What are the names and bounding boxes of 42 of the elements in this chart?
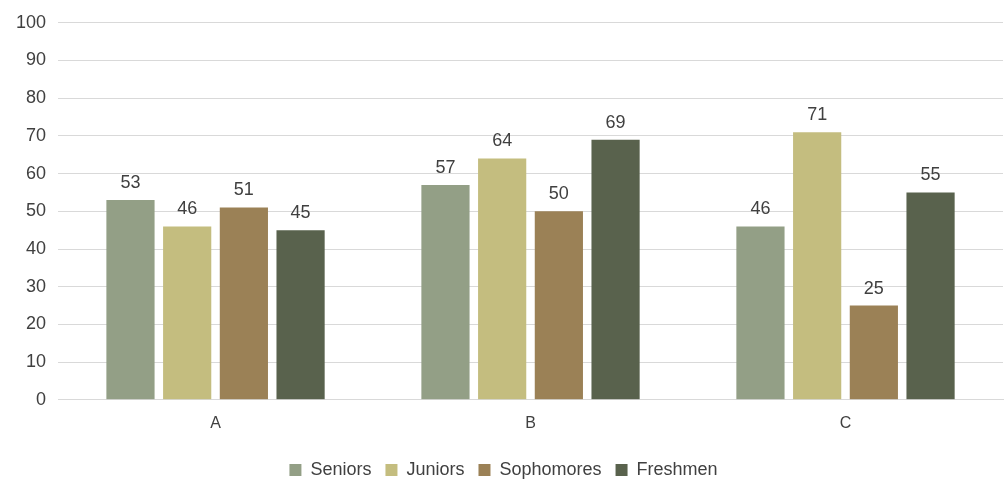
data-label: 51 — [233, 179, 254, 200]
y-tick-label: 50 — [26, 200, 47, 221]
y-tick-label: 10 — [26, 351, 47, 372]
bar — [219, 207, 268, 400]
legend-label: Sophomores — [499, 458, 602, 479]
bar — [793, 132, 842, 400]
bar — [421, 184, 470, 400]
legend-label: Freshmen — [636, 458, 718, 479]
data-label: 57 — [435, 156, 456, 177]
bar — [478, 158, 527, 400]
y-tick-label: 90 — [26, 49, 47, 70]
bar — [591, 139, 640, 400]
y-tick-label: 20 — [26, 313, 47, 334]
data-label: 46 — [750, 198, 771, 219]
legend-label: Seniors — [310, 458, 372, 479]
x-tick-label: B — [525, 413, 536, 431]
y-tick-label: 40 — [26, 237, 47, 258]
bar — [906, 192, 955, 400]
data-label: 53 — [120, 171, 141, 192]
data-label: 46 — [177, 198, 198, 219]
legend-label: Juniors — [406, 458, 465, 479]
bar — [736, 226, 785, 400]
data-label: 64 — [492, 130, 513, 151]
data-label: 55 — [920, 164, 941, 185]
y-tick-label: 80 — [26, 87, 47, 108]
y-tick-label: 70 — [26, 124, 47, 145]
x-tick-label: C — [839, 413, 852, 431]
y-tick-label: 0 — [36, 388, 47, 409]
bar — [106, 199, 155, 400]
bar — [849, 305, 898, 400]
x-tick-label: A — [210, 413, 222, 431]
y-tick-label: 60 — [26, 162, 47, 183]
data-label: 71 — [807, 104, 828, 125]
bar — [276, 230, 325, 400]
data-label: 50 — [548, 183, 569, 204]
data-label: 45 — [290, 202, 311, 223]
data-label: 25 — [863, 277, 884, 298]
y-tick-label: 30 — [26, 275, 47, 296]
y-tick-label: 100 — [15, 11, 47, 32]
bar — [163, 226, 212, 400]
bar — [534, 211, 583, 400]
data-label: 69 — [605, 111, 626, 132]
